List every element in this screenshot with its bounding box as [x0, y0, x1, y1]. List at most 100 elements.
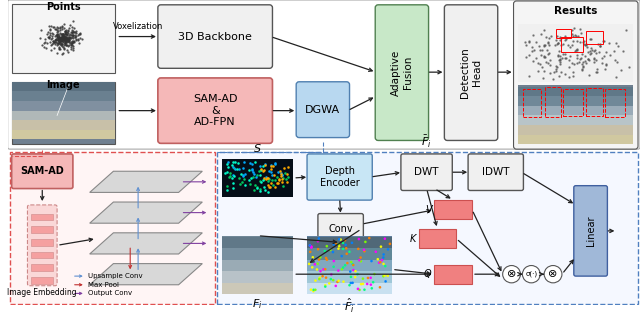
Point [322, 257, 332, 262]
FancyBboxPatch shape [574, 186, 607, 276]
Point [253, 168, 264, 173]
Point [60, 33, 70, 38]
Point [282, 172, 292, 177]
Point [59, 37, 69, 42]
Point [44, 30, 54, 35]
Point [56, 35, 66, 40]
Point [53, 34, 63, 39]
Bar [31, 226, 53, 233]
Bar [605, 88, 625, 117]
Point [565, 54, 575, 59]
Point [342, 251, 352, 256]
Point [67, 29, 77, 35]
Text: $S$: $S$ [253, 142, 262, 154]
Point [378, 252, 388, 257]
Point [53, 32, 63, 37]
Point [77, 36, 87, 41]
Point [321, 256, 332, 261]
Point [58, 32, 68, 37]
Point [60, 41, 70, 46]
Point [279, 165, 289, 171]
Point [61, 36, 72, 41]
Point [64, 26, 74, 31]
Point [53, 34, 63, 39]
Point [53, 29, 63, 34]
Point [539, 69, 549, 74]
Point [591, 69, 602, 74]
Point [56, 42, 66, 47]
Point [51, 39, 61, 44]
Point [58, 36, 68, 41]
Point [64, 38, 74, 43]
Point [228, 165, 238, 170]
Point [358, 276, 368, 281]
Point [575, 26, 585, 31]
Point [67, 34, 77, 39]
Point [555, 61, 565, 67]
Bar [524, 88, 541, 117]
Point [249, 188, 259, 193]
Point [552, 33, 562, 38]
Point [544, 50, 554, 55]
Text: DWT: DWT [414, 167, 439, 177]
Text: Upsample Conv: Upsample Conv [88, 273, 142, 279]
Point [260, 174, 271, 179]
Point [540, 42, 550, 47]
Point [269, 172, 280, 177]
Bar [12, 82, 115, 91]
Point [264, 169, 274, 174]
Point [60, 40, 70, 45]
Point [600, 62, 611, 68]
Point [308, 289, 319, 294]
Point [52, 38, 63, 43]
Point [44, 34, 54, 39]
Point [46, 23, 56, 28]
Point [56, 38, 66, 43]
Point [61, 27, 72, 32]
FancyBboxPatch shape [10, 152, 215, 304]
Point [543, 36, 554, 41]
Point [338, 265, 348, 270]
Point [306, 287, 316, 292]
Point [63, 29, 73, 34]
Point [524, 39, 534, 44]
Point [61, 38, 72, 43]
Point [227, 175, 237, 180]
Point [65, 35, 75, 40]
Bar [561, 36, 582, 52]
Point [220, 170, 230, 175]
Point [260, 188, 271, 193]
Point [67, 38, 77, 43]
FancyBboxPatch shape [158, 78, 273, 143]
Point [56, 37, 67, 42]
Circle shape [544, 266, 562, 283]
Point [57, 51, 67, 56]
Point [54, 24, 65, 29]
Point [56, 23, 67, 28]
Point [68, 34, 79, 39]
Point [266, 181, 276, 186]
Point [59, 33, 69, 38]
Point [546, 34, 556, 39]
Point [561, 55, 572, 60]
Point [554, 48, 564, 53]
Bar [12, 91, 115, 101]
Point [55, 37, 65, 42]
Point [320, 249, 330, 254]
Point [41, 45, 51, 50]
Point [56, 42, 67, 47]
Point [545, 63, 555, 68]
Point [234, 176, 244, 181]
Text: ⊗: ⊗ [548, 269, 557, 279]
Point [263, 190, 273, 195]
Point [60, 30, 70, 35]
Point [521, 42, 531, 48]
Point [612, 60, 623, 65]
Bar [12, 120, 115, 130]
Point [69, 38, 79, 43]
Point [58, 44, 68, 49]
Point [325, 247, 335, 252]
Point [355, 287, 365, 292]
Point [582, 57, 593, 62]
FancyBboxPatch shape [401, 154, 452, 191]
